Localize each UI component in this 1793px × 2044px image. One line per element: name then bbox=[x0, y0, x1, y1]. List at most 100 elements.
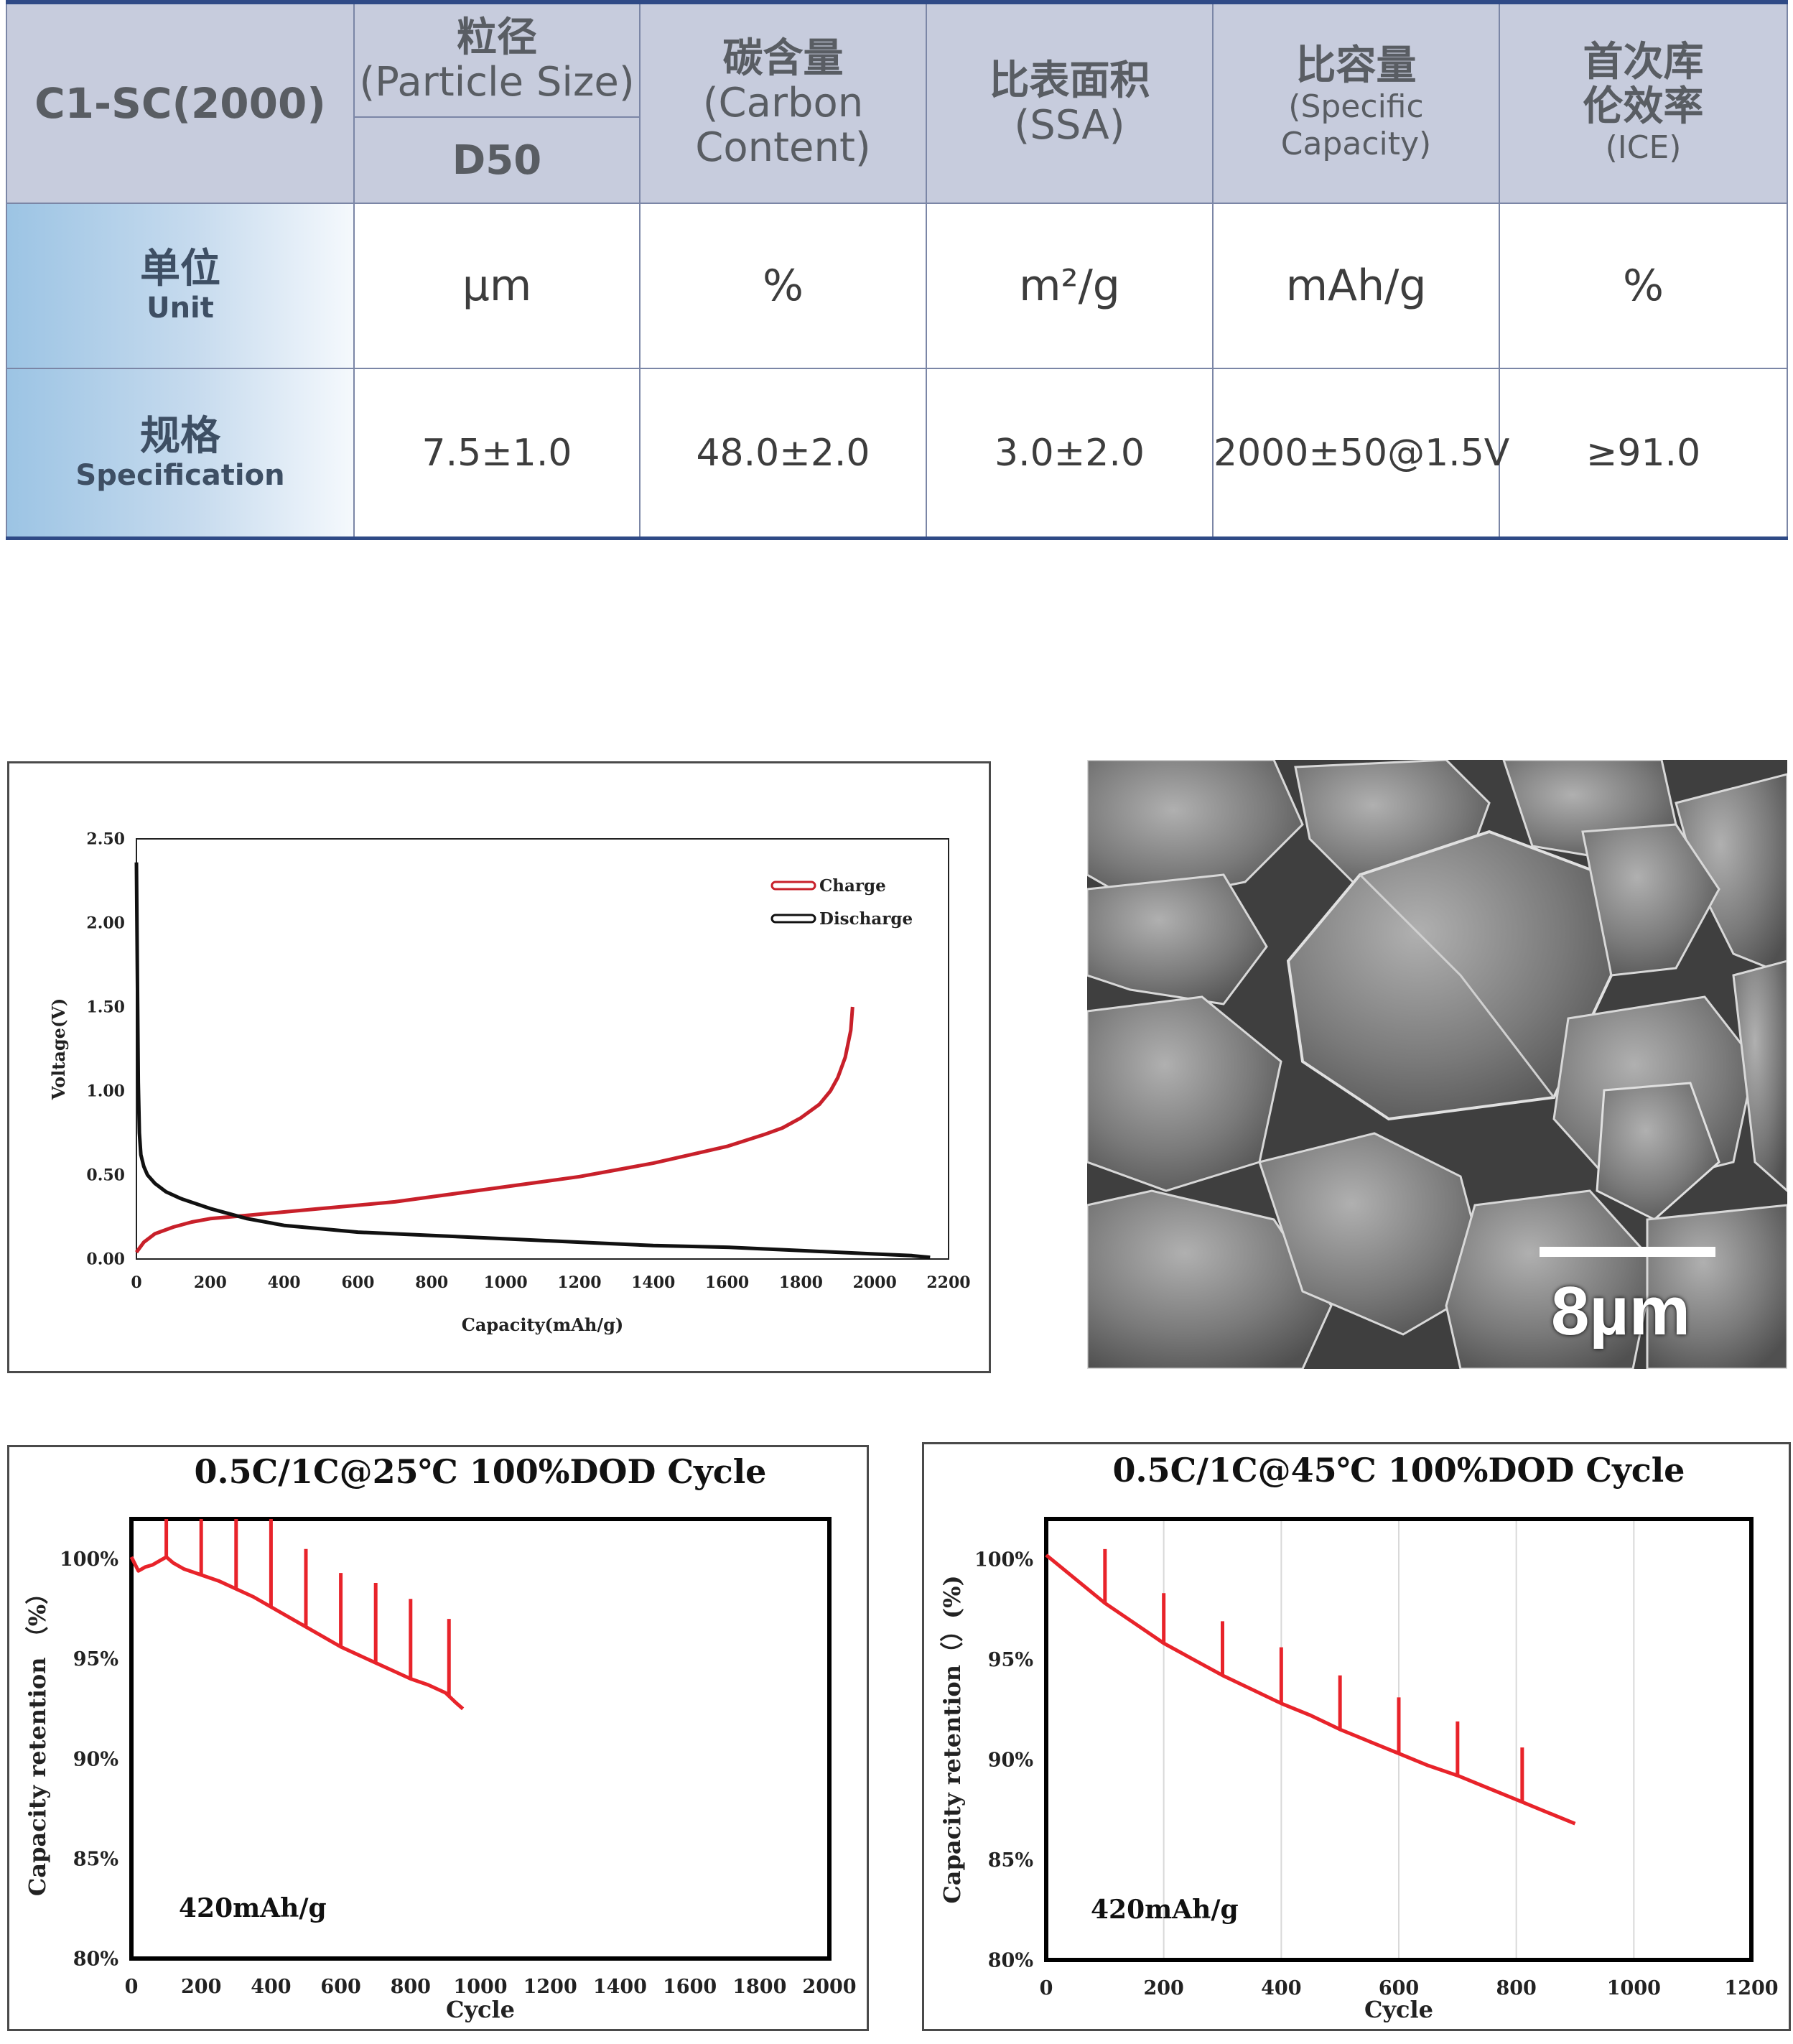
header-en: (Carbon Content) bbox=[695, 80, 871, 172]
row-label-zh: 规格 bbox=[140, 412, 220, 460]
y-axis-label: Capacity retention（）(%) bbox=[939, 1575, 966, 1903]
capacity-annotation: 420mAh/g bbox=[179, 1893, 327, 1923]
y-tick-label: 80% bbox=[988, 1949, 1033, 1971]
sem-particles bbox=[1087, 760, 1787, 1369]
chart-title: 0.5C/1C@45℃ 100%DOD Cycle bbox=[1113, 1451, 1685, 1490]
y-tick-label: 90% bbox=[988, 1749, 1033, 1771]
y-tick-label: 95% bbox=[73, 1648, 118, 1671]
x-tick-label: 800 bbox=[1496, 1977, 1536, 1999]
y-tick-label: 90% bbox=[73, 1748, 118, 1770]
x-tick-label: 1200 bbox=[523, 1976, 577, 1998]
x-tick-label: 1200 bbox=[1724, 1977, 1778, 1999]
legend-swatch bbox=[770, 914, 816, 924]
spec-table: C1-SC(2000) 粒径 (Particle Size) 碳含量 (Carb… bbox=[6, 0, 1788, 540]
x-tick-label: 0 bbox=[1040, 1977, 1053, 1999]
y-tick-label: 2.50 bbox=[86, 830, 125, 849]
x-tick-label: 1000 bbox=[453, 1976, 507, 1998]
header-carbon-content: 碳含量 (Carbon Content) bbox=[639, 1, 927, 205]
scale-bar-label: 8µm bbox=[1550, 1273, 1690, 1349]
x-tick-label: 400 bbox=[251, 1976, 291, 1998]
cycle-25c-chart-frame: 0.5C/1C@25℃ 100%DOD Cycle 0 200 400 600 800 10… bbox=[7, 1445, 869, 2031]
header-specific-capacity: 比容量 (Specific Capacity) bbox=[1212, 1, 1500, 205]
chart-title: 0.5C/1C@25℃ 100%DOD Cycle bbox=[195, 1452, 767, 1491]
y-tick-label: 85% bbox=[988, 1849, 1033, 1872]
x-tick-label: 1000 bbox=[483, 1273, 527, 1292]
x-tick-label: 1600 bbox=[705, 1273, 749, 1292]
legend-label: Discharge bbox=[819, 909, 913, 929]
header-zh: 首次库伦效率 bbox=[1583, 39, 1704, 131]
y-tick-label: 0.00 bbox=[86, 1250, 125, 1269]
voltage-chart: 0 200 400 600 800 1000 1200 1400 1600 1800 2000 220… bbox=[48, 830, 971, 1335]
unit-cell: % bbox=[1499, 203, 1788, 370]
legend-swatch bbox=[770, 881, 816, 891]
header-en: (SSA) bbox=[1014, 102, 1125, 149]
cycle-45c-chart-frame: 0.5C/1C@45℃ 100%DOD Cycle 0 200 400 600 800 10… bbox=[922, 1442, 1791, 2031]
header-zh: 粒径 bbox=[457, 14, 537, 62]
x-tick-label: 1600 bbox=[663, 1976, 717, 1998]
y-axis-label: Voltage(V) bbox=[48, 998, 69, 1101]
header-d50: D50 bbox=[353, 116, 641, 205]
header-ssa: 比表面积 (SSA) bbox=[926, 1, 1214, 205]
spec-cell: 2000±50@1.5V bbox=[1212, 368, 1509, 539]
x-tick-label: 1000 bbox=[1607, 1977, 1661, 1999]
y-tick-label: 85% bbox=[73, 1848, 118, 1870]
x-tick-label: 600 bbox=[1379, 1977, 1419, 1999]
x-tick-label: 1400 bbox=[593, 1976, 647, 1998]
header-en: (Specific Capacity) bbox=[1280, 88, 1432, 163]
legend-label: Charge bbox=[819, 876, 886, 896]
spec-cell: 7.5±1.0 bbox=[353, 368, 641, 539]
header-en: (ICE) bbox=[1605, 129, 1682, 167]
x-tick-label: 1800 bbox=[779, 1273, 823, 1292]
x-tick-label: 200 bbox=[1143, 1977, 1183, 1999]
spec-cell: ≥91.0 bbox=[1499, 368, 1788, 539]
row-label-en: Specification bbox=[75, 458, 285, 492]
y-tick-label: 1.00 bbox=[86, 1082, 125, 1101]
cycle-25c-chart: 0.5C/1C@25℃ 100%DOD Cycle 0 200 400 600 800 10… bbox=[24, 1452, 857, 2023]
x-tick-label: 2000 bbox=[802, 1976, 856, 1998]
x-tick-label: 2200 bbox=[926, 1273, 970, 1292]
y-tick-label: 100% bbox=[974, 1548, 1033, 1571]
capacity-annotation: 420mAh/g bbox=[1091, 1895, 1239, 1925]
y-axis-label: Capacity retention （%） bbox=[24, 1581, 51, 1896]
x-tick-label: 600 bbox=[341, 1273, 374, 1292]
unit-cell: mAh/g bbox=[1212, 203, 1500, 370]
spec-row-label: 规格 Specification bbox=[6, 368, 355, 539]
header-zh: 比容量 bbox=[1295, 42, 1417, 90]
cycle-45c-chart: 0.5C/1C@45℃ 100%DOD Cycle 0 200 400 600 800 10… bbox=[939, 1451, 1779, 2023]
x-tick-label: 200 bbox=[194, 1273, 227, 1292]
model-name: C1-SC(2000) bbox=[34, 79, 326, 129]
x-tick-label: 1400 bbox=[631, 1273, 675, 1292]
x-tick-label: 600 bbox=[320, 1976, 360, 1998]
series-line-0 bbox=[134, 1006, 854, 1254]
x-axis-label: Cycle bbox=[446, 1996, 515, 2023]
x-axis-label: Capacity(mAh/g) bbox=[462, 1314, 623, 1335]
series-line-0 bbox=[1045, 1553, 1576, 1826]
x-tick-label: 800 bbox=[391, 1976, 431, 1998]
unit-row-label: 单位 Unit bbox=[6, 203, 355, 370]
y-tick-label: 95% bbox=[988, 1649, 1033, 1671]
spec-cell: 3.0±2.0 bbox=[926, 368, 1214, 539]
plot-area bbox=[136, 838, 949, 1260]
plot-area bbox=[129, 1517, 832, 1961]
x-tick-label: 2000 bbox=[853, 1273, 897, 1292]
series-line-0 bbox=[129, 1555, 465, 1711]
row-label-zh: 单位 bbox=[140, 246, 220, 293]
unit-cell: µm bbox=[353, 203, 641, 370]
unit-cell: m²/g bbox=[926, 203, 1214, 370]
y-tick-label: 80% bbox=[73, 1948, 118, 1970]
header-sub: D50 bbox=[452, 136, 542, 184]
header-particle-size: 粒径 (Particle Size) bbox=[353, 1, 641, 119]
header-zh: 比表面积 bbox=[989, 57, 1150, 105]
y-tick-label: 2.00 bbox=[86, 914, 125, 933]
x-tick-label: 1800 bbox=[732, 1976, 786, 1998]
x-tick-label: 800 bbox=[415, 1273, 448, 1292]
y-tick-label: 0.50 bbox=[86, 1166, 125, 1185]
x-tick-label: 200 bbox=[181, 1976, 221, 1998]
x-tick-label: 400 bbox=[268, 1273, 301, 1292]
series-line-1 bbox=[134, 862, 931, 1260]
y-tick-label: 1.50 bbox=[86, 998, 125, 1017]
x-tick-label: 400 bbox=[1261, 1977, 1301, 1999]
plot-area bbox=[1044, 1517, 1754, 1962]
x-tick-label: 0 bbox=[125, 1976, 139, 1998]
header-en: (Particle Size) bbox=[359, 59, 635, 106]
